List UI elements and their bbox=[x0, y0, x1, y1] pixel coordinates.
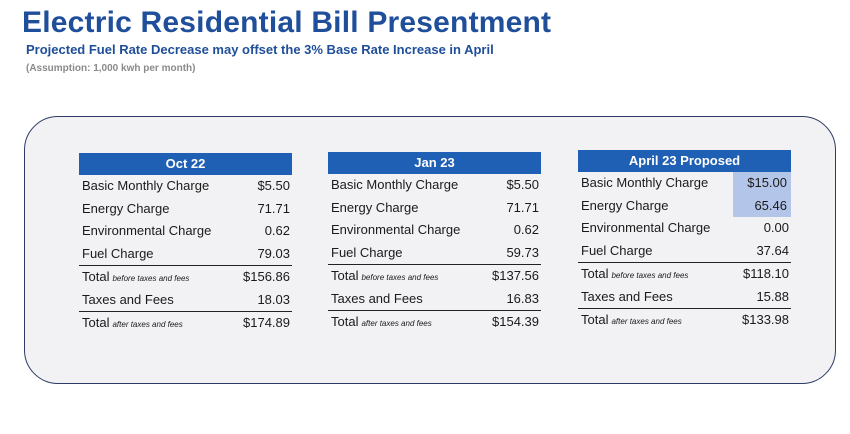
row-value: 37.64 bbox=[756, 242, 789, 258]
row-label: Fuel Charge bbox=[581, 242, 653, 258]
row-label: Taxes and Fees bbox=[581, 288, 673, 304]
row-label: Environmental Charge bbox=[82, 223, 212, 238]
row-label: Energy Charge bbox=[82, 200, 170, 216]
page-title: Electric Residential Bill Presentment bbox=[22, 6, 552, 39]
bill-row-taxes-and-fees: Taxes and Fees 15.88 bbox=[578, 286, 791, 309]
row-value: $133.98 bbox=[742, 312, 789, 327]
row-label: Energy Charge bbox=[581, 197, 669, 213]
bill-row-taxes-and-fees: Taxes and Fees 18.03 bbox=[79, 289, 292, 312]
bill-header: Jan 23 bbox=[328, 152, 541, 174]
bill-row-total-before-taxes: Total before taxes and fees $156.86 bbox=[79, 265, 292, 289]
bill-row-total-before-taxes: Total before taxes and fees $118.10 bbox=[578, 262, 791, 286]
bill-row-total-before-taxes: Total before taxes and fees $137.56 bbox=[328, 264, 541, 288]
row-value: 79.03 bbox=[257, 245, 290, 261]
total-note: before taxes and fees bbox=[112, 274, 190, 283]
row-value: 59.73 bbox=[506, 244, 539, 260]
row-label: Total before taxes and fees bbox=[82, 266, 189, 291]
total-label: Total bbox=[82, 315, 110, 330]
bill-row-basic-monthly-charge: Basic Monthly Charge $15.00 bbox=[578, 172, 791, 195]
total-note: after taxes and fees bbox=[112, 320, 183, 329]
bill-oct-22: Oct 22 Basic Monthly Charge $5.50 Energy… bbox=[79, 153, 292, 335]
bill-row-total-after-taxes: Total after taxes and fees $133.98 bbox=[578, 308, 791, 332]
total-label: Total bbox=[82, 269, 110, 284]
row-label: Total after taxes and fees bbox=[581, 309, 682, 334]
page-subtitle: Projected Fuel Rate Decrease may offset … bbox=[26, 42, 494, 57]
bill-row-environmental-charge: Environmental Charge 0.62 bbox=[79, 220, 292, 243]
row-value-highlighted: 65.46 bbox=[733, 194, 791, 217]
row-value: $156.86 bbox=[243, 269, 290, 284]
total-label: Total bbox=[581, 312, 609, 327]
row-label: Fuel Charge bbox=[82, 245, 154, 261]
bill-row-environmental-charge: Environmental Charge 0.00 bbox=[578, 217, 791, 240]
total-note: after taxes and fees bbox=[361, 319, 432, 328]
row-label: Total after taxes and fees bbox=[331, 311, 432, 336]
row-label: Total after taxes and fees bbox=[82, 312, 183, 337]
row-value: $5.50 bbox=[506, 177, 539, 192]
bill-row-environmental-charge: Environmental Charge 0.62 bbox=[328, 219, 541, 242]
total-label: Total bbox=[331, 268, 359, 283]
row-label: Taxes and Fees bbox=[331, 290, 423, 306]
total-note: after taxes and fees bbox=[611, 317, 682, 326]
bill-jan-23: Jan 23 Basic Monthly Charge $5.50 Energy… bbox=[328, 152, 541, 334]
bill-row-taxes-and-fees: Taxes and Fees 16.83 bbox=[328, 288, 541, 311]
bill-header: April 23 Proposed bbox=[578, 150, 791, 172]
row-label: Basic Monthly Charge bbox=[331, 177, 459, 192]
row-label: Total before taxes and fees bbox=[581, 263, 688, 288]
total-note: before taxes and fees bbox=[611, 271, 689, 280]
assumption-note: (Assumption: 1,000 kwh per month) bbox=[26, 63, 196, 74]
row-value: $154.39 bbox=[492, 314, 539, 329]
row-value: $118.10 bbox=[742, 266, 789, 281]
row-label: Energy Charge bbox=[331, 199, 419, 215]
row-value: 18.03 bbox=[257, 291, 290, 307]
bill-header: Oct 22 bbox=[79, 153, 292, 175]
row-value: 0.00 bbox=[763, 220, 789, 235]
row-value: 16.83 bbox=[506, 290, 539, 306]
row-value: $174.89 bbox=[243, 315, 290, 330]
row-value: $5.50 bbox=[257, 178, 290, 193]
bill-comparison-panel: Oct 22 Basic Monthly Charge $5.50 Energy… bbox=[24, 116, 836, 384]
bill-row-total-after-taxes: Total after taxes and fees $154.39 bbox=[328, 310, 541, 334]
row-value-highlighted: $15.00 bbox=[733, 172, 791, 195]
row-label: Environmental Charge bbox=[581, 220, 711, 235]
bill-row-fuel-charge: Fuel Charge 59.73 bbox=[328, 242, 541, 265]
row-value: 15.88 bbox=[756, 288, 789, 304]
bill-row-basic-monthly-charge: Basic Monthly Charge $5.50 bbox=[328, 174, 541, 197]
bill-row-energy-charge: Energy Charge 71.71 bbox=[328, 197, 541, 220]
bill-row-basic-monthly-charge: Basic Monthly Charge $5.50 bbox=[79, 175, 292, 198]
row-label: Environmental Charge bbox=[331, 222, 461, 237]
bill-row-energy-charge: Energy Charge 71.71 bbox=[79, 198, 292, 221]
bill-row-fuel-charge: Fuel Charge 79.03 bbox=[79, 243, 292, 266]
row-label: Basic Monthly Charge bbox=[82, 178, 210, 193]
bill-april-23-proposed: April 23 Proposed Basic Monthly Charge $… bbox=[578, 150, 791, 332]
row-value: 0.62 bbox=[513, 222, 539, 237]
row-value: 71.71 bbox=[506, 199, 539, 215]
total-label: Total bbox=[581, 266, 609, 281]
row-label: Fuel Charge bbox=[331, 244, 403, 260]
bill-row-energy-charge: Energy Charge 65.46 bbox=[578, 194, 791, 217]
total-label: Total bbox=[331, 314, 359, 329]
row-label: Total before taxes and fees bbox=[331, 265, 438, 290]
bill-row-fuel-charge: Fuel Charge 37.64 bbox=[578, 240, 791, 263]
row-value: 71.71 bbox=[257, 200, 290, 216]
bill-row-total-after-taxes: Total after taxes and fees $174.89 bbox=[79, 311, 292, 335]
row-value: 0.62 bbox=[264, 223, 290, 238]
row-label: Taxes and Fees bbox=[82, 291, 174, 307]
total-note: before taxes and fees bbox=[361, 273, 439, 282]
row-value: $137.56 bbox=[492, 268, 539, 283]
row-label: Basic Monthly Charge bbox=[581, 175, 709, 190]
